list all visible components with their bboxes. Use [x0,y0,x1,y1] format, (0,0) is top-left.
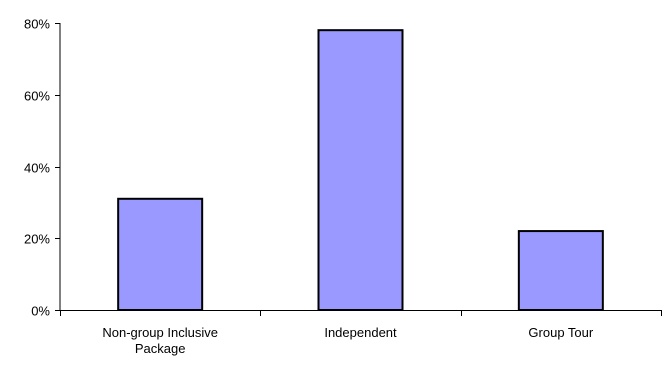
bar [117,197,204,312]
y-tick-label: 20% [24,232,50,247]
y-tick-label: 80% [24,17,50,32]
y-tick-label: 40% [24,161,50,176]
x-category-label: Group Tour [528,325,593,340]
bars [117,29,604,312]
y-tick-label: 0% [31,304,50,319]
y-axis: 0% 20% 40% 60% 80% [24,17,61,319]
x-category-label: Package [135,341,186,356]
x-category-label: Independent [324,325,397,340]
bar [317,29,404,312]
x-category-label: Non-group Inclusive [102,325,218,340]
y-tick-label: 60% [24,89,50,104]
bar [517,230,604,311]
